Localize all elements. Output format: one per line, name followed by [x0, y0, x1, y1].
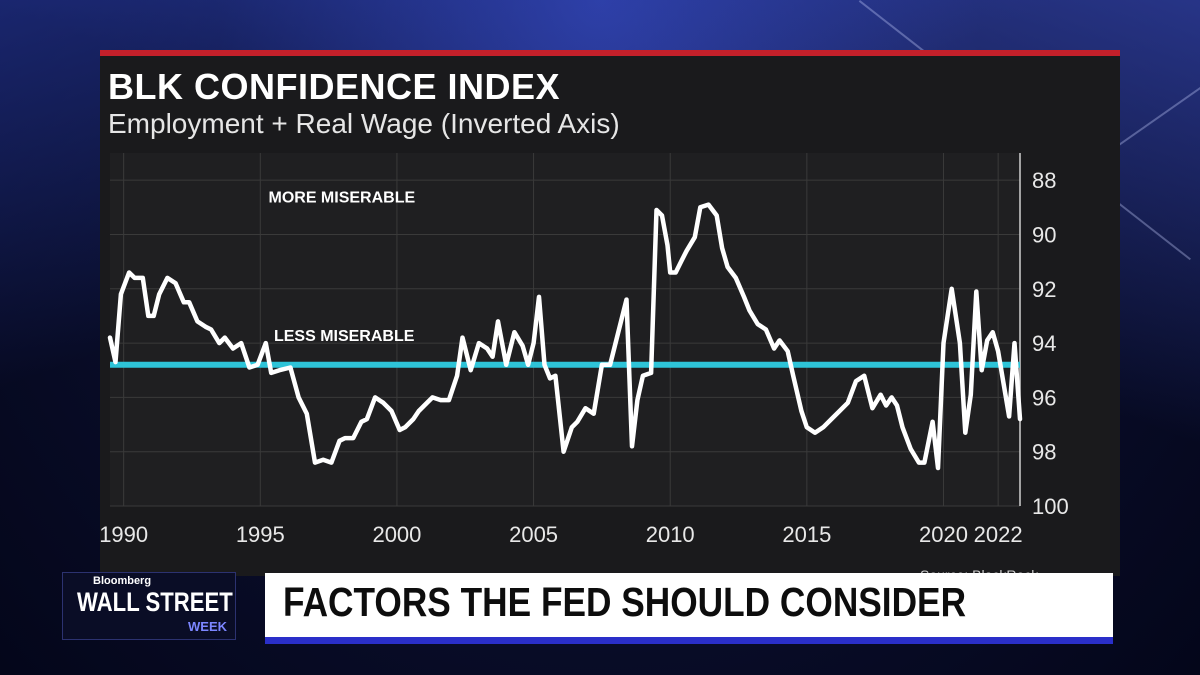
y-tick-label: 100 — [1032, 494, 1069, 519]
x-tick-label: 1990 — [100, 522, 148, 547]
y-tick-label: 92 — [1032, 277, 1056, 302]
show-logo: Bloomberg WALL STREET WEEK — [62, 572, 236, 640]
logo-brand: Bloomberg — [93, 575, 152, 587]
y-tick-label: 94 — [1032, 331, 1056, 356]
chart-annotation: LESS MISERABLE — [274, 328, 415, 345]
y-tick-label: 88 — [1032, 168, 1056, 193]
y-tick-label: 96 — [1032, 385, 1056, 410]
line-chart: 88 90 92 94 96 98 100 1990 1995 2000 2005 2010 2015 2… — [100, 153, 1069, 547]
x-tick-label: 2015 — [782, 522, 831, 547]
chart-annotation: MORE MISERABLE — [268, 189, 415, 206]
chart-subtitle: Employment + Real Wage (Inverted Axis) — [108, 108, 620, 139]
chart-panel: BLK CONFIDENCE INDEX Employment + Real W… — [100, 50, 1120, 576]
x-tick-label: 2010 — [646, 522, 695, 547]
x-tick-label: 2020 — [919, 522, 968, 547]
y-tick-label: 98 — [1032, 440, 1056, 465]
series-line — [107, 202, 1023, 471]
logo-sub: WEEK — [188, 619, 227, 634]
headline: FACTORS THE FED SHOULD CONSIDER — [283, 579, 967, 625]
y-tick-label: 90 — [1032, 222, 1056, 247]
logo-main: WALL STREET — [77, 587, 233, 617]
x-tick-label: 2005 — [509, 522, 558, 547]
x-tick-label: 1995 — [236, 522, 285, 547]
x-tick-label: 2000 — [372, 522, 421, 547]
lower-third-banner: FACTORS THE FED SHOULD CONSIDER — [265, 573, 1113, 644]
x-tick-label: 2022 — [974, 522, 1023, 547]
chart-title: BLK CONFIDENCE INDEX — [108, 66, 561, 107]
